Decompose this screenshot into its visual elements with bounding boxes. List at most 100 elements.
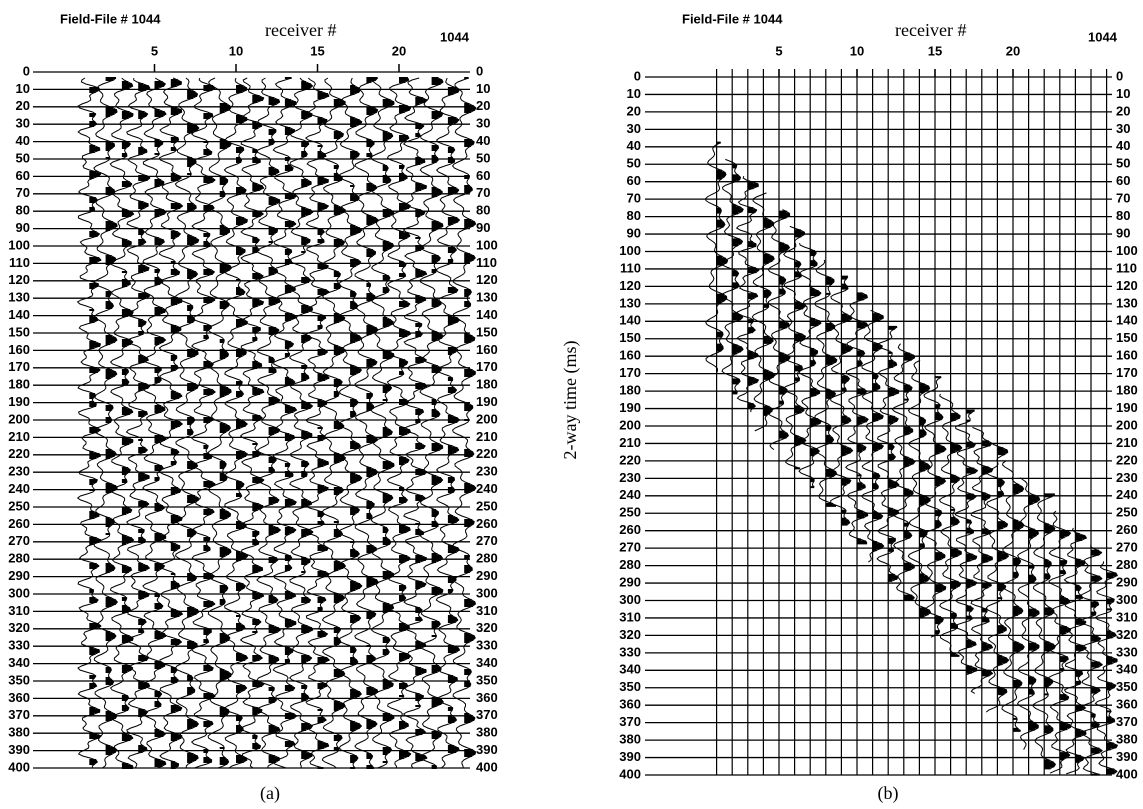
y-tick-label: 60 <box>476 168 490 183</box>
y-tick-label: 350 <box>476 672 498 687</box>
y-tick-label: 300 <box>476 585 498 600</box>
y-tick-label: 40 <box>476 133 490 148</box>
y-tick-label: 110 <box>9 255 30 270</box>
x-tick-label: 5 <box>151 43 158 58</box>
axis-title: receiver # <box>265 20 336 40</box>
trace-fill <box>1091 549 1103 776</box>
y-tick-label: 310 <box>8 603 30 618</box>
y-tick-label: 290 <box>8 568 30 583</box>
trace <box>860 309 885 563</box>
y-tick-label: 0 <box>23 63 30 78</box>
trace-fill <box>763 217 775 416</box>
corner-label: 1044 <box>1088 29 1118 44</box>
trace-fill <box>903 352 915 601</box>
y-tick-label: 150 <box>1116 330 1138 345</box>
trace <box>109 77 135 769</box>
trace-fill <box>1075 532 1087 763</box>
y-tick-label: 160 <box>476 342 498 357</box>
y-tick-label: 100 <box>1116 243 1138 258</box>
y-tick-label: 390 <box>8 742 30 757</box>
y-tick-label: 310 <box>619 609 641 624</box>
y-tick-label: 70 <box>16 185 30 200</box>
y-tick-label: 20 <box>1116 103 1130 118</box>
y-tick-label: 180 <box>8 377 30 392</box>
trace-fill <box>841 275 853 526</box>
y-tick-label: 350 <box>619 679 641 694</box>
trace-fill <box>464 77 476 757</box>
y-tick-label: 320 <box>8 620 30 635</box>
y-tick-label: 260 <box>619 522 641 537</box>
trace-fill <box>219 103 232 765</box>
y-tick-label: 170 <box>8 359 30 374</box>
y-tick-label: 70 <box>1116 191 1130 206</box>
y-tick-label: 370 <box>619 714 641 729</box>
y-tick-label: 40 <box>16 133 30 148</box>
y-tick-label: 120 <box>1116 278 1138 293</box>
y-tick-label: 370 <box>8 707 30 722</box>
y-tick-label: 400 <box>1116 766 1138 781</box>
trace <box>1094 561 1119 774</box>
y-tick-label: 320 <box>476 620 498 635</box>
caption: (b) <box>878 783 899 804</box>
y-tick-label: 80 <box>627 208 641 223</box>
trace-fill <box>950 412 962 657</box>
y-tick-label: 0 <box>1116 68 1123 83</box>
trace <box>370 77 395 769</box>
y-tick-label: 40 <box>1116 138 1130 153</box>
trace-fill <box>997 447 1009 696</box>
y-tick-label: 400 <box>619 766 641 781</box>
y-tick-label: 190 <box>619 400 641 415</box>
y-tick-label: 340 <box>1116 662 1138 677</box>
y-tick-label: 90 <box>627 225 641 240</box>
trace-fill <box>716 141 728 352</box>
y-tick-label: 290 <box>1116 574 1138 589</box>
y-tick-label: 390 <box>619 749 641 764</box>
y-tick-label: 120 <box>476 272 498 287</box>
y-tick-label: 300 <box>619 592 641 607</box>
y-tick-label: 400 <box>8 759 30 774</box>
y-tick-label: 30 <box>16 116 30 131</box>
y-tick-label: 60 <box>16 168 30 183</box>
y-tick-label: 270 <box>476 533 498 548</box>
y-tick-label: 150 <box>476 324 498 339</box>
y-tick-label: 340 <box>619 662 641 677</box>
trace <box>272 77 298 769</box>
y-tick-label: 130 <box>1116 295 1138 310</box>
y-tick-label: 310 <box>1116 609 1138 624</box>
y-tick-label: 170 <box>619 365 641 380</box>
trace <box>1032 494 1057 769</box>
y-tick-label: 160 <box>619 348 641 363</box>
y-tick-label: 260 <box>8 516 30 531</box>
y-tick-label: 100 <box>8 237 30 252</box>
trace <box>1079 544 1104 776</box>
y-tick-label: 80 <box>1116 208 1130 223</box>
y-tick-label: 390 <box>1116 749 1138 764</box>
y-tick-label: 140 <box>1116 313 1138 328</box>
y-tick-label: 180 <box>619 383 641 398</box>
trace-fill <box>1028 494 1040 731</box>
y-tick-label: 190 <box>8 394 30 409</box>
trace-fill <box>138 83 150 753</box>
y-tick-label: 120 <box>8 272 30 287</box>
y-tick-label: 30 <box>627 121 641 136</box>
y-tick-label: 210 <box>476 429 498 444</box>
y-tick-label: 360 <box>476 690 498 705</box>
trace-fill <box>252 95 264 749</box>
trace-fill <box>872 313 884 552</box>
trace-fill <box>825 276 837 507</box>
y-tick-label: 330 <box>1116 644 1138 659</box>
y-tick-label: 260 <box>476 516 498 531</box>
y-tick-label: 160 <box>1116 348 1138 363</box>
trace <box>923 376 947 638</box>
y-tick-label: 100 <box>476 237 498 252</box>
trace-fill <box>779 210 791 439</box>
y-tick-label: 280 <box>476 551 498 566</box>
y-tick-label: 0 <box>634 68 641 83</box>
y-tick-label: 20 <box>476 98 490 113</box>
y-tick-label: 170 <box>1116 365 1138 380</box>
y-tick-label: 200 <box>476 411 498 426</box>
y-tick-label: 190 <box>1116 400 1138 415</box>
y-tick-label: 150 <box>619 330 641 345</box>
y-tick-label: 360 <box>619 697 641 712</box>
